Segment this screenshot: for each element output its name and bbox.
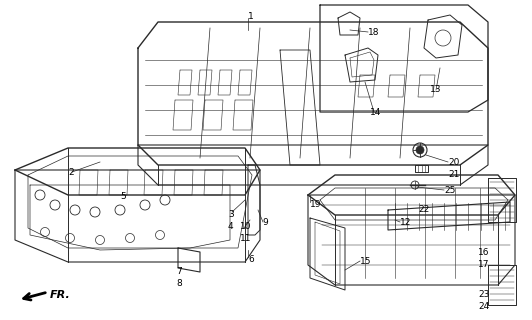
Text: 6: 6	[248, 255, 254, 264]
Text: 8: 8	[176, 279, 182, 288]
Text: 4: 4	[228, 222, 234, 231]
Text: 15: 15	[360, 257, 371, 266]
Text: 3: 3	[228, 210, 234, 219]
Circle shape	[416, 146, 424, 154]
Text: 16: 16	[478, 248, 489, 257]
Text: 22: 22	[418, 205, 429, 214]
Text: 17: 17	[478, 260, 489, 269]
Text: 2: 2	[68, 168, 73, 177]
Text: 24: 24	[478, 302, 489, 311]
Text: 23: 23	[478, 290, 489, 299]
Text: 20: 20	[448, 158, 459, 167]
Text: 14: 14	[370, 108, 381, 117]
Text: 12: 12	[400, 218, 411, 227]
Text: 13: 13	[430, 85, 442, 94]
Text: 18: 18	[368, 28, 379, 37]
Text: 1: 1	[248, 12, 254, 21]
Text: 7: 7	[176, 267, 182, 276]
Text: 11: 11	[240, 234, 252, 243]
Text: 21: 21	[448, 170, 459, 179]
Text: 5: 5	[120, 192, 126, 201]
Text: FR.: FR.	[50, 290, 71, 300]
Text: 10: 10	[240, 222, 252, 231]
Text: 25: 25	[444, 186, 455, 195]
Text: 9: 9	[262, 218, 268, 227]
Text: 19: 19	[310, 200, 321, 209]
